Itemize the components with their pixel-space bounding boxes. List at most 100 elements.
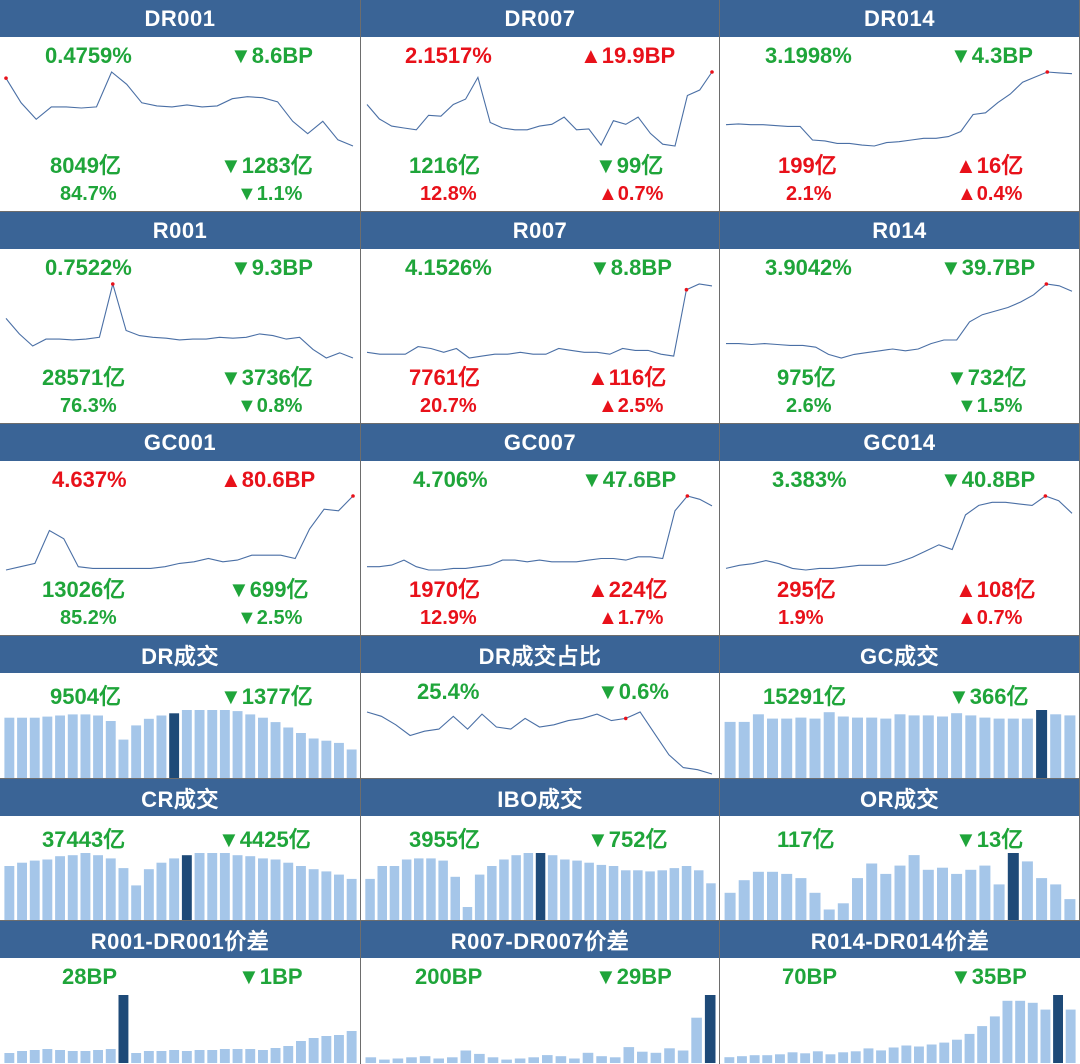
bar — [474, 874, 485, 920]
panel-title: R014-DR014价差 — [720, 921, 1080, 958]
bar — [863, 1048, 874, 1063]
bar — [156, 715, 167, 778]
volume-bar-chart — [724, 710, 1076, 778]
bar — [245, 1049, 256, 1063]
bar — [207, 853, 218, 920]
panel-r007-dr007-spread: R007-DR007价差 200BP ▼29BP — [361, 921, 720, 1064]
bar — [837, 903, 849, 920]
bar — [406, 1057, 417, 1063]
amount-value: 9504亿 — [50, 684, 121, 709]
amount-change: ▲16亿 — [955, 153, 1024, 178]
highlight-bar — [1007, 853, 1019, 920]
share-value: 12.8% — [420, 183, 477, 205]
bar — [852, 878, 863, 920]
bar — [80, 853, 91, 920]
panel-title: DR014 — [720, 0, 1079, 37]
bar — [908, 715, 920, 778]
bar — [258, 717, 268, 778]
bar — [29, 717, 40, 778]
latest-point-marker — [110, 282, 115, 286]
rate-line-chart — [5, 494, 355, 571]
share-change: ▲0.4% — [957, 183, 1023, 205]
rate-change: ▼8.8BP — [589, 255, 672, 280]
rate-line-chart — [367, 494, 713, 571]
bar — [511, 855, 521, 920]
bar — [42, 1049, 53, 1063]
share-value: 85.2% — [60, 607, 117, 629]
volume-bar-chart — [4, 853, 357, 920]
bar — [401, 859, 412, 920]
bar — [608, 866, 619, 920]
bar — [752, 871, 764, 920]
amount-change: ▼1377亿 — [220, 684, 313, 709]
bar — [989, 1016, 1000, 1063]
bar — [1064, 715, 1076, 778]
highlight-bar — [181, 855, 192, 920]
rate-change: ▼9.3BP — [230, 255, 313, 280]
bar — [866, 717, 878, 778]
bar — [156, 1051, 167, 1063]
rate-change: ▼4.3BP — [950, 43, 1033, 68]
bar — [169, 858, 180, 920]
bar — [245, 714, 256, 778]
latest-point-marker — [1043, 494, 1048, 498]
bar — [55, 856, 65, 920]
bar — [1050, 714, 1062, 778]
bar — [93, 1050, 103, 1063]
bar — [850, 1051, 861, 1063]
bar — [334, 874, 344, 920]
bar — [270, 859, 281, 920]
bar — [296, 866, 306, 920]
panel-title: IBO成交 — [361, 779, 719, 816]
series-line — [5, 495, 354, 571]
amount-change: ▼1283亿 — [220, 153, 313, 178]
panel-r007: R007 4.1526% ▼8.8BP 7761亿 ▲116亿 20.7% ▲2… — [361, 212, 720, 424]
rate-line-chart — [725, 70, 1073, 147]
bar — [283, 862, 294, 920]
bar — [169, 1050, 180, 1063]
bar — [433, 1058, 444, 1063]
bar — [321, 1036, 332, 1063]
bar — [993, 718, 1005, 778]
panel-r014-dr014-spread: R014-DR014价差 70BP ▼35BP — [720, 921, 1080, 1064]
bar — [118, 868, 129, 920]
rate-value: 0.4759% — [45, 43, 132, 68]
bar — [308, 869, 319, 920]
share-value: 1.9% — [778, 607, 824, 629]
bar — [194, 1050, 205, 1063]
bar — [584, 862, 594, 920]
share-line-chart — [366, 711, 713, 775]
bar — [219, 710, 230, 778]
panel-dr014: DR014 3.1998% ▼4.3BP 199亿 ▲16亿 2.1% ▲0.4… — [720, 0, 1080, 212]
bar — [866, 863, 878, 920]
panel-dr001: DR001 0.4759% ▼8.6BP 8049亿 ▼1283亿 84.7% … — [0, 0, 361, 212]
amount-change: ▼752亿 — [587, 827, 668, 852]
bar — [852, 717, 863, 778]
amount-value: 70BP — [782, 964, 838, 989]
highlight-bar — [169, 713, 180, 778]
bar — [952, 1039, 962, 1063]
bar — [143, 869, 154, 920]
bar — [724, 1057, 735, 1063]
volume-bar-chart — [4, 710, 357, 778]
amount-change: ▼29BP — [595, 964, 672, 989]
panel-title: R007-DR007价差 — [361, 921, 719, 958]
highlight-bar — [1036, 710, 1048, 778]
bar — [1064, 899, 1076, 920]
amount-value: 28BP — [62, 964, 118, 989]
bar — [894, 865, 906, 920]
series-line — [366, 711, 713, 775]
amount-value: 7761亿 — [409, 365, 480, 390]
bar — [67, 855, 78, 920]
bar — [809, 892, 821, 920]
bar — [787, 1052, 798, 1063]
amount-value: 199亿 — [778, 153, 837, 178]
bar — [365, 1057, 377, 1063]
bar — [572, 860, 582, 920]
bar — [308, 1038, 319, 1063]
bar — [219, 853, 230, 920]
panel-cr-volume: CR成交 37443亿 ▼4425亿 — [0, 779, 361, 921]
share-change: ▲0.7% — [957, 607, 1023, 629]
bar — [346, 1031, 357, 1063]
bar — [528, 1057, 539, 1063]
